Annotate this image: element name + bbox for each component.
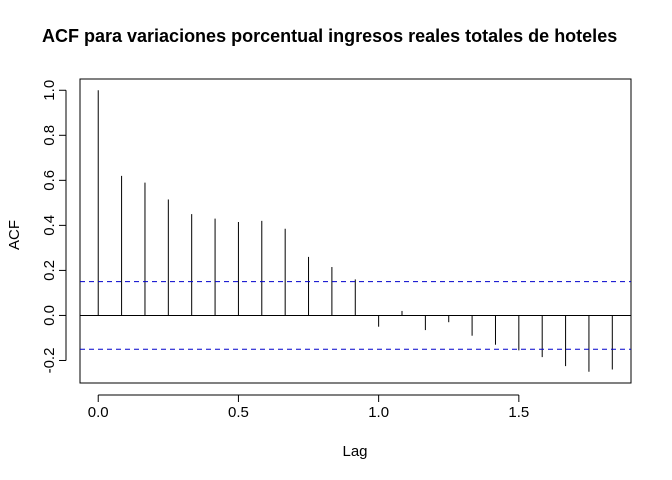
y-tick-label: 0.0 (41, 305, 58, 326)
y-tick-label: 0.2 (41, 260, 58, 281)
plot-frame (79, 78, 632, 384)
x-axis-label: Lag (342, 443, 367, 460)
x-tick-label: 0.0 (88, 404, 109, 421)
x-tick-label: 0.5 (228, 404, 249, 421)
y-tick-label: -0.2 (41, 348, 58, 374)
y-tick-label: 0.8 (41, 125, 58, 146)
x-axis: 0.0 0.5 1.0 1.5 (88, 394, 529, 421)
y-tick-label: 1.0 (41, 80, 58, 101)
confidence-bounds (80, 281, 631, 350)
y-tick-label: 0.4 (41, 215, 58, 236)
chart-title: ACF para variaciones porcentual ingresos… (42, 26, 617, 46)
y-axis: -0.2 0.0 0.2 0.4 0.6 0.8 1.0 (41, 80, 67, 374)
y-tick-label: 0.6 (41, 170, 58, 191)
y-axis-label: ACF (6, 220, 23, 250)
acf-bars (80, 90, 631, 372)
x-tick-label: 1.5 (508, 404, 529, 421)
x-tick-label: 1.0 (368, 404, 389, 421)
